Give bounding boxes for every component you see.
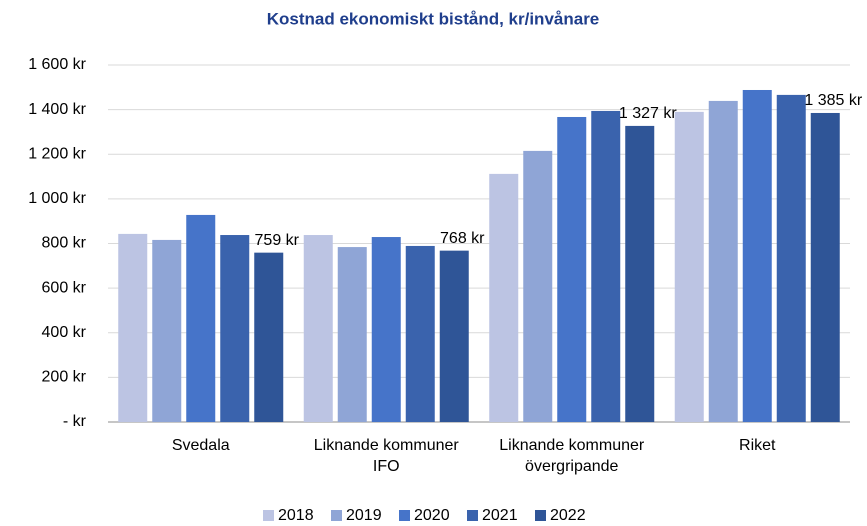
bar <box>186 214 216 422</box>
legend-label: 2022 <box>550 507 586 524</box>
y-tick-label: 800 kr <box>42 235 87 252</box>
y-tick-label: 600 kr <box>42 279 87 296</box>
bar <box>776 94 806 423</box>
y-tick-label: 1 400 kr <box>28 101 86 118</box>
bar <box>625 125 655 423</box>
legend-label: 2019 <box>346 507 382 524</box>
bar <box>708 100 738 422</box>
bar <box>742 89 772 423</box>
data-label: 1 327 kr <box>619 105 677 122</box>
x-tick-label: Liknande kommuner övergripande <box>499 437 645 475</box>
data-label: 768 kr <box>440 230 485 247</box>
bar <box>405 245 435 422</box>
bar <box>220 235 250 422</box>
chart-title: Kostnad ekonomiskt bistånd, kr/invånare <box>267 9 600 28</box>
x-tick-label: Liknande kommuner IFO <box>314 437 460 475</box>
bar <box>152 239 182 422</box>
bar <box>303 235 333 422</box>
y-tick-label: 1 200 kr <box>28 145 86 162</box>
legend-label: 2018 <box>278 507 314 524</box>
legend-swatch <box>331 510 342 521</box>
bar <box>254 252 284 422</box>
bar <box>489 173 519 422</box>
legend-label: 2020 <box>414 507 450 524</box>
y-tick-label: 400 kr <box>42 324 87 341</box>
data-label: 1 385 kr <box>804 92 862 109</box>
x-tick-label: Riket <box>739 437 776 454</box>
bar <box>810 112 840 423</box>
legend-label: 2021 <box>482 507 518 524</box>
legend-swatch <box>399 510 410 521</box>
bar <box>439 250 469 422</box>
y-tick-label: 1 600 kr <box>28 56 86 73</box>
y-tick-label: - kr <box>63 413 87 430</box>
bar <box>371 237 401 422</box>
bar <box>674 111 704 422</box>
x-tick-label: Svedala <box>172 437 230 454</box>
bar <box>118 233 148 422</box>
data-label: 759 kr <box>255 232 300 249</box>
y-tick-label: 1 000 kr <box>28 190 86 207</box>
bar <box>557 116 587 422</box>
bar <box>337 247 367 422</box>
bar <box>523 150 553 422</box>
legend-swatch <box>263 510 274 521</box>
y-tick-label: 200 kr <box>42 369 87 386</box>
legend-swatch <box>467 510 478 521</box>
legend-swatch <box>535 510 546 521</box>
bar <box>591 110 621 423</box>
